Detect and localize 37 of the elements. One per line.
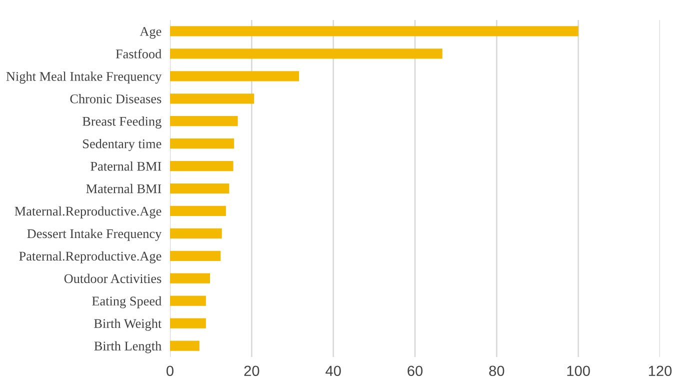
bar [170, 250, 221, 261]
y-tick-label: Birth Weight [94, 318, 162, 331]
bar [170, 318, 206, 328]
y-tick-label: Breast Feeding [82, 116, 162, 129]
y-tick-label: Fastfood [116, 48, 162, 58]
x-tick-label: 80 [489, 366, 504, 376]
x-tick-label: 20 [244, 366, 260, 376]
bar [170, 183, 230, 194]
y-tick-label: Birth Length [94, 341, 162, 354]
bar [170, 138, 234, 149]
x-tick-label: 0 [166, 366, 174, 376]
y-tick-label: Eating Speed [92, 296, 162, 308]
y-tick-label: Dessert Intake Frequency [27, 228, 162, 241]
bar [170, 71, 300, 82]
y-tick-label: Maternal.Reproductive.Age [14, 206, 162, 218]
bar [170, 48, 442, 59]
y-tick-label: Age [140, 27, 162, 39]
bar [170, 206, 226, 216]
y-tick-label: Night Meal Intake Frequency [6, 72, 162, 84]
y-tick-label: Sedentary time [83, 138, 162, 151]
bar [170, 26, 578, 36]
bar [170, 273, 210, 284]
y-tick-label: Chronic Diseases [70, 94, 162, 104]
bar [170, 296, 206, 306]
x-tick-label: 120 [648, 366, 672, 376]
x-tick-label: 100 [567, 366, 590, 376]
x-tick-label: 40 [326, 366, 341, 376]
bar [170, 340, 200, 351]
y-tick-label: Maternal BMI [86, 184, 162, 194]
y-tick-label: Paternal BMI [90, 161, 162, 171]
x-tick-label: 60 [408, 366, 423, 376]
y-tick-label: Paternal.Reproductive.Age [19, 251, 162, 264]
bar [170, 228, 222, 238]
bar [170, 116, 238, 126]
y-tick-label: Outdoor Activities [64, 274, 162, 284]
bar [170, 94, 254, 104]
bar [170, 160, 234, 172]
